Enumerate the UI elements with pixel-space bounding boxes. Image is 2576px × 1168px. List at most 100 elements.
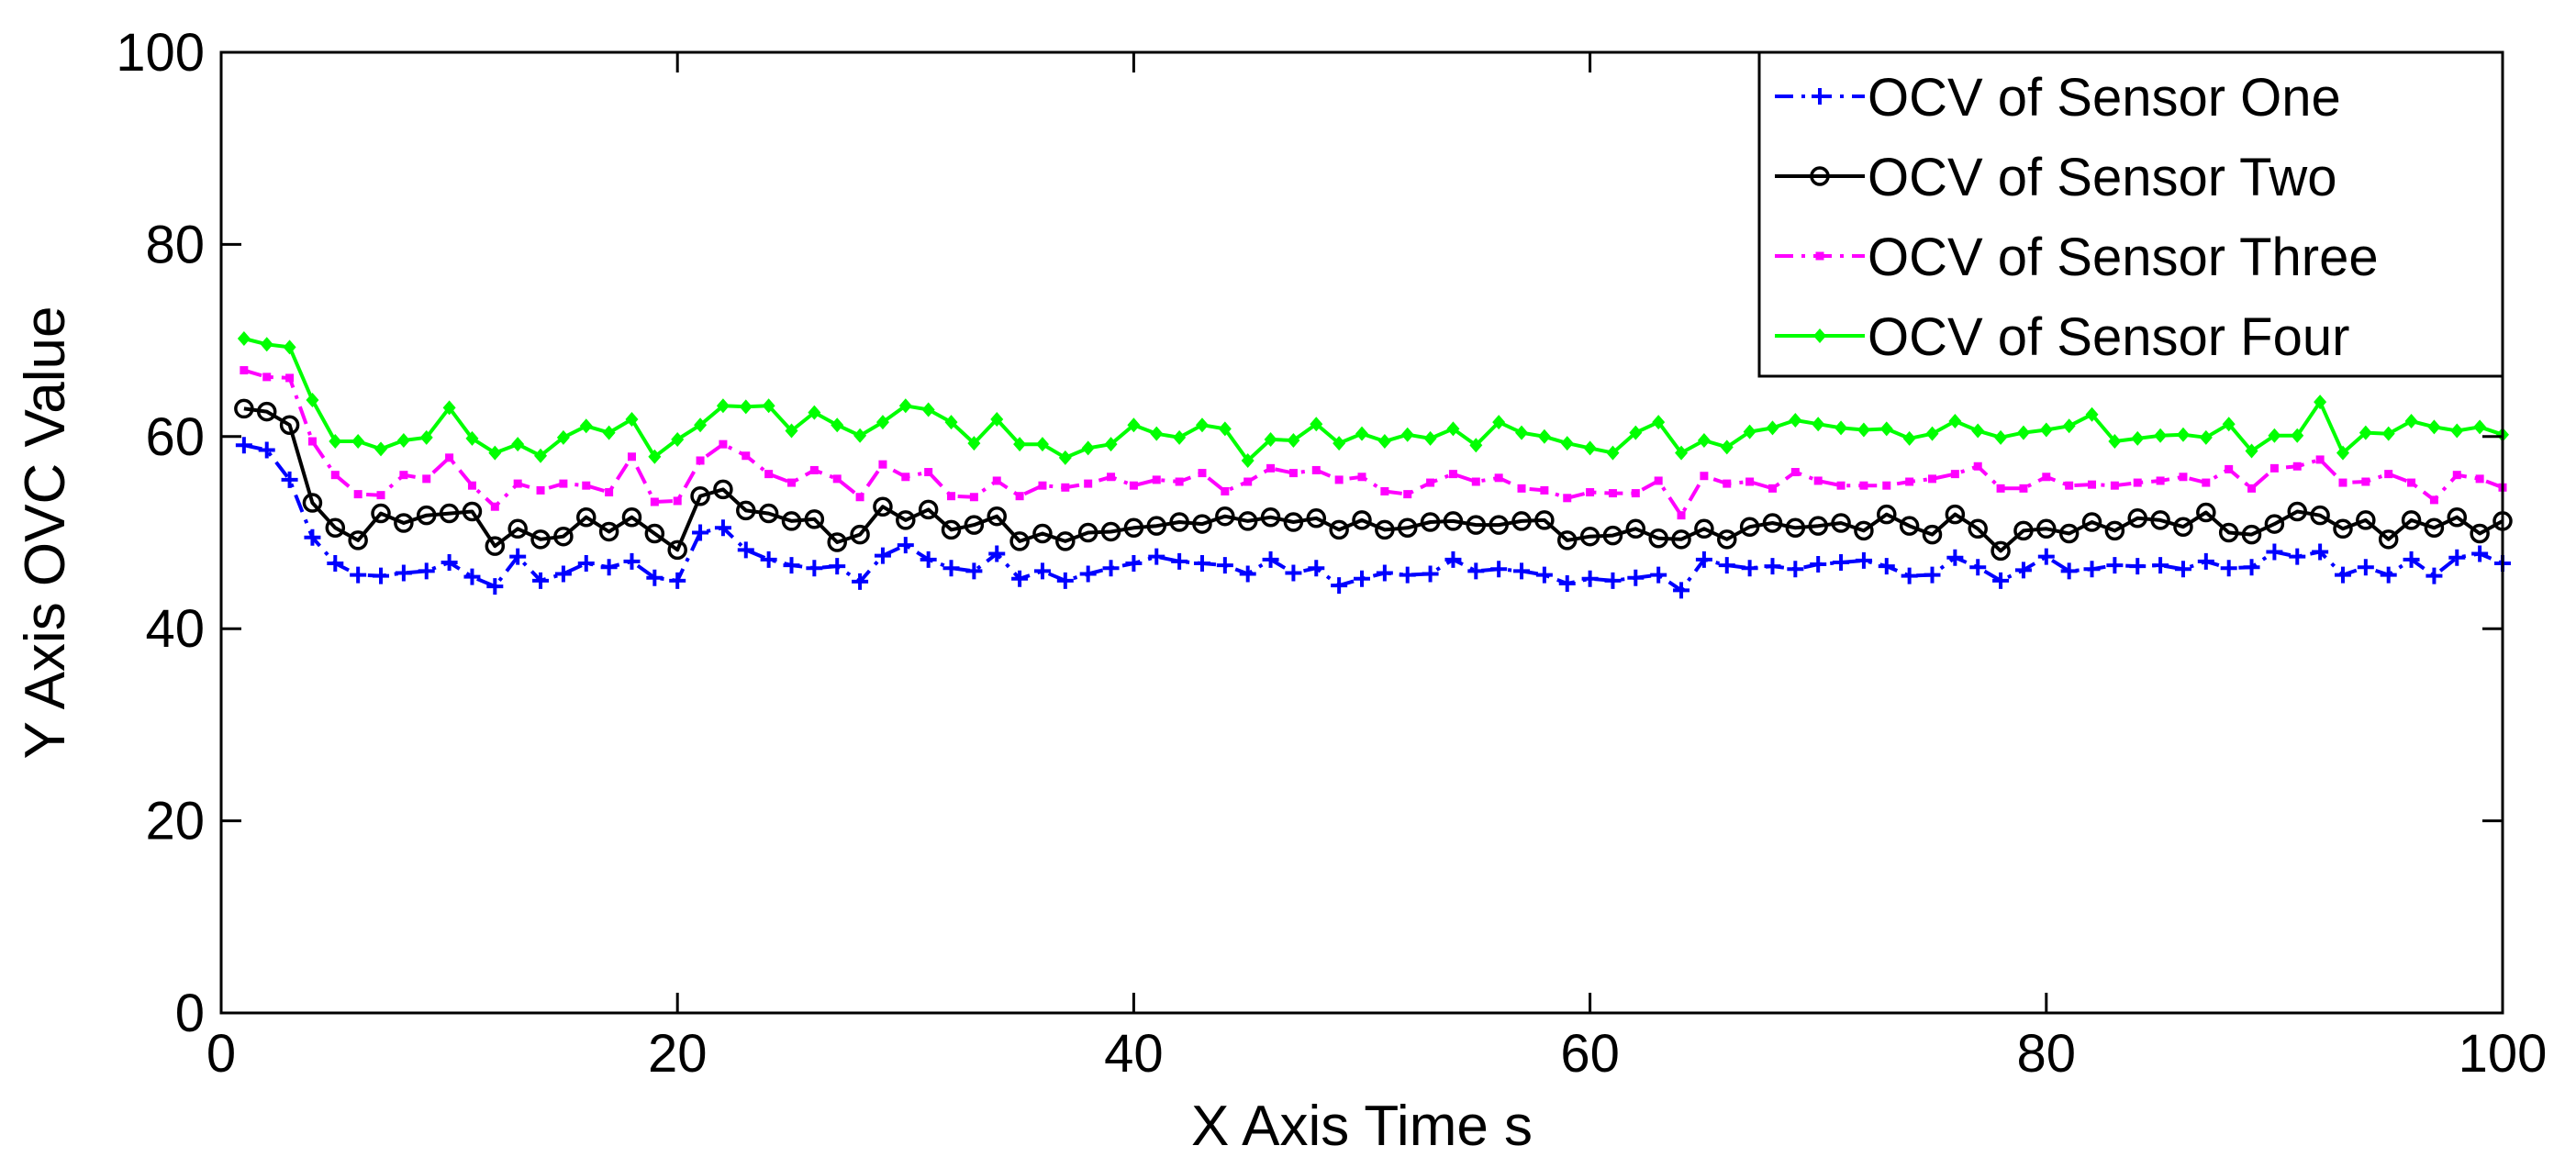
data-point (1563, 494, 1572, 503)
data-point (394, 513, 414, 533)
data-point (1671, 529, 1691, 550)
data-point (853, 428, 867, 443)
data-point (2241, 524, 2262, 545)
data-point (2039, 422, 2053, 438)
data-point (2042, 473, 2051, 482)
data-point (2245, 443, 2258, 459)
series-3 (240, 366, 2507, 520)
data-point (2202, 478, 2211, 487)
data-point (1287, 432, 1300, 448)
data-point (2065, 481, 2074, 490)
data-point (1058, 450, 1072, 465)
data-point (553, 526, 574, 547)
data-point (1100, 521, 1121, 542)
data-point (234, 398, 254, 419)
data-point (2470, 523, 2490, 544)
data-point (2266, 543, 2283, 561)
data-point (2085, 406, 2099, 422)
data-point (1973, 462, 1982, 471)
data-point (351, 434, 365, 450)
data-point (1994, 429, 2008, 445)
data-point (1334, 475, 1344, 484)
data-point (992, 476, 1001, 485)
data-point (1329, 519, 1349, 540)
data-point (530, 529, 551, 550)
data-point (1836, 481, 1846, 490)
data-point (1193, 555, 1210, 573)
data-point (1467, 562, 1485, 580)
data-point (1241, 452, 1255, 468)
data-point (1743, 424, 1756, 439)
data-point (783, 557, 800, 574)
data-point (1175, 477, 1184, 486)
data-point (1262, 551, 1279, 568)
data-point (1787, 561, 1804, 578)
data-point (440, 553, 458, 571)
data-point (875, 415, 889, 430)
data-point (785, 423, 798, 439)
data-point (1310, 417, 1323, 432)
data-point (1198, 469, 1207, 478)
data-point (1400, 427, 1414, 442)
data-point (325, 517, 346, 539)
data-point (396, 432, 410, 448)
data-point (1081, 440, 1095, 456)
data-point (1946, 549, 1964, 566)
data-point (831, 417, 844, 433)
data-point (1218, 421, 1232, 437)
data-point (307, 437, 317, 446)
data-point (2179, 473, 2188, 482)
data-point (1011, 570, 1029, 587)
data-point (2133, 478, 2142, 487)
data-point (1148, 548, 1165, 565)
tick-layer: 0 20 40 60 80 100 0 20 40 60 80 100 (116, 23, 2547, 1084)
data-point (395, 564, 412, 582)
data-point (1192, 514, 1212, 534)
data-point (669, 572, 686, 589)
data-point (1517, 484, 1526, 493)
x-axis-title: X Axis Time s (1191, 1095, 1533, 1158)
legend-marker (1810, 166, 1830, 186)
data-point (918, 499, 939, 520)
data-point (279, 415, 300, 435)
data-point (1537, 428, 1551, 444)
legend-marker (1812, 88, 1828, 105)
data-point (646, 569, 664, 586)
series-line (243, 337, 2504, 462)
data-point (507, 518, 528, 540)
data-point (1648, 528, 1668, 549)
data-point (1675, 445, 1689, 461)
data-point (2357, 559, 2374, 576)
data-point (1469, 438, 1483, 453)
data-point (964, 515, 985, 535)
data-point (714, 519, 731, 537)
data-point (2425, 567, 2443, 584)
data-point (1812, 417, 1825, 432)
data-point (579, 418, 593, 434)
data-point (1260, 506, 1281, 528)
data-point (485, 536, 506, 556)
data-point (1764, 558, 1781, 575)
series-line (243, 406, 2504, 553)
y-axis-title: Y Axis OVC Value (14, 306, 77, 760)
data-point (554, 565, 572, 583)
data-point (1785, 517, 1806, 539)
data-point (713, 479, 733, 500)
data-point (416, 505, 437, 526)
data-point (1494, 473, 1503, 483)
data-point (2110, 481, 2119, 490)
data-point (1766, 420, 1779, 436)
data-point (1056, 572, 1074, 589)
legend-item: OCV of Sensor Two (1775, 148, 2337, 207)
data-point (488, 445, 502, 461)
data-point (237, 331, 251, 347)
data-point (2088, 480, 2097, 489)
data-point (1631, 489, 1640, 498)
data-point (1534, 510, 1555, 530)
data-point (1426, 478, 1435, 487)
data-point (2401, 510, 2422, 530)
data-point (532, 572, 550, 589)
data-point (1808, 516, 1828, 536)
data-point (760, 551, 777, 568)
data-point (2218, 522, 2239, 543)
